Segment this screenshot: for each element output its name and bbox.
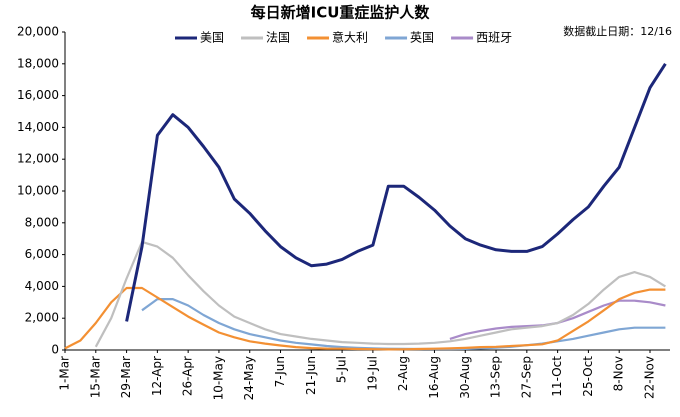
legend-label: 法国 (266, 31, 290, 45)
x-tick-label: 15-Mar (88, 356, 102, 398)
note: 数据截止日期：12/16 (563, 24, 672, 38)
x-tick-label: 29-Mar (119, 356, 133, 398)
series-line (449, 299, 666, 340)
series-line (125, 62, 667, 322)
y-tick-label: 6,000 (25, 247, 59, 261)
x-tick-label: 16-Aug (427, 356, 441, 399)
x-tick-label: 21-Jun (304, 356, 318, 395)
x-tick-label: 30-Aug (458, 356, 472, 399)
x-tick-label: 1-Mar (58, 356, 72, 391)
series-line (64, 286, 666, 351)
y-tick-label: 4,000 (25, 279, 59, 293)
x-tick-label: 19-Jul (365, 356, 379, 391)
legend-label: 意大利 (332, 30, 368, 45)
y-tick-label: 0 (51, 343, 59, 357)
x-tick-label: 8-Nov (612, 356, 626, 391)
legend-label: 西班牙 (476, 31, 512, 45)
series-line (94, 240, 666, 348)
legend-label: 英国 (410, 31, 434, 45)
x-tick-label: 10-May (211, 356, 225, 400)
chart-title: 每日新增ICU重症监护人数 (251, 4, 431, 22)
x-tick-label: 27-Sep (519, 356, 533, 398)
x-tick-label: 11-Oct (550, 356, 564, 397)
x-tick-label: 12-Apr (150, 356, 164, 396)
x-tick-label: 13-Sep (489, 356, 503, 398)
y-tick-label: 8,000 (25, 215, 59, 229)
y-tick-label: 12,000 (17, 152, 59, 166)
x-tick-label: 5-Jul (335, 356, 349, 383)
y-tick-label: 14,000 (17, 120, 59, 134)
y-tick-label: 18,000 (17, 56, 59, 70)
x-tick-label: 2-Aug (396, 356, 410, 391)
y-tick-label: 20,000 (17, 25, 59, 39)
x-tick-label: 7-Jun (273, 356, 287, 387)
x-tick-label: 24-May (242, 356, 256, 400)
y-tick-label: 2,000 (25, 311, 59, 325)
y-tick-label: 10,000 (17, 184, 59, 198)
x-tick-label: 22-Nov (642, 356, 656, 399)
legend-label: 美国 (200, 31, 224, 45)
x-tick-label: 26-Apr (181, 356, 195, 396)
y-tick-label: 16,000 (17, 88, 59, 102)
x-tick-label: 25-Oct (581, 356, 595, 397)
